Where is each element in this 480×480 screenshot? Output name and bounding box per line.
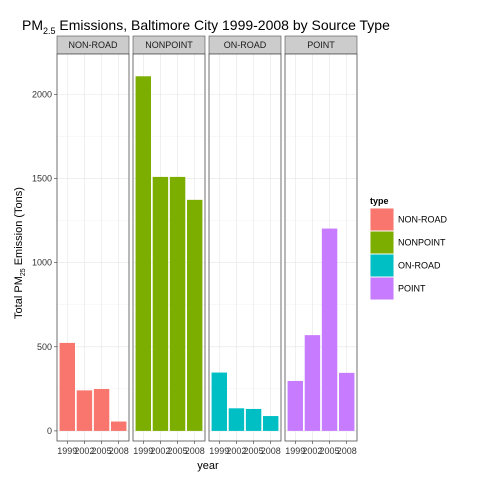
bar-nonpoint-2002 bbox=[152, 176, 169, 431]
x-tick-label: 2008 bbox=[337, 446, 357, 456]
y-axis-title-rest: Emission (Tons) bbox=[13, 187, 25, 268]
legend-label-on-road: ON-ROAD bbox=[398, 261, 441, 271]
facet-strip-label-non-road: NON-ROAD bbox=[69, 40, 118, 50]
x-tick-label: 2008 bbox=[261, 446, 281, 456]
y-axis-title-subscript: 25 bbox=[20, 268, 27, 276]
x-axis-title: year bbox=[197, 460, 219, 472]
legend-label-non-road: NON-ROAD bbox=[398, 215, 447, 225]
chart-title-subscript: 2.5 bbox=[43, 26, 56, 36]
bar-nonpoint-2005 bbox=[169, 176, 186, 431]
y-tick-label: 0 bbox=[47, 426, 52, 436]
bar-point-2002 bbox=[304, 335, 321, 431]
legend-swatch-point bbox=[370, 277, 394, 300]
x-tick-label: 2005 bbox=[244, 446, 264, 456]
y-tick-label: 500 bbox=[37, 342, 52, 352]
chart-title-rest: Emissions, Baltimore City 1999-2008 by S… bbox=[56, 17, 391, 33]
x-tick-label: 2002 bbox=[150, 446, 170, 456]
panel-border-on-road bbox=[208, 53, 282, 442]
bar-nonpoint-1999 bbox=[135, 76, 151, 431]
x-tick-label: 2002 bbox=[74, 446, 94, 456]
facet-strip-label-point: POINT bbox=[307, 40, 335, 50]
legend-swatch-non-road bbox=[370, 208, 394, 231]
x-tick-label: 2008 bbox=[109, 446, 129, 456]
panel-border-nonpoint bbox=[132, 53, 206, 442]
legend-swatch-nonpoint bbox=[370, 231, 394, 254]
legend-label-point: POINT bbox=[398, 284, 426, 294]
bar-on-road-2002 bbox=[228, 408, 245, 431]
bar-on-road-2005 bbox=[245, 408, 262, 431]
panel-border-non-road bbox=[56, 53, 130, 442]
y-axis-title-main: Total PM bbox=[13, 276, 25, 319]
facet-strip-label-nonpoint: NONPOINT bbox=[145, 40, 193, 50]
x-tick-label: 2005 bbox=[168, 446, 188, 456]
y-tick-label: 1000 bbox=[32, 258, 52, 268]
chart-title: PM2.5 Emissions, Baltimore City 1999-200… bbox=[22, 17, 390, 36]
facet-panels: NON-ROAD1999200220052008NONPOINT19992002… bbox=[56, 35, 358, 456]
x-tick-label: 2005 bbox=[92, 446, 112, 456]
x-tick-label: 1999 bbox=[209, 446, 229, 456]
x-tick-label: 1999 bbox=[57, 446, 77, 456]
legend-label-nonpoint: NONPOINT bbox=[398, 238, 446, 248]
y-axis: 0 500 1000 1500 2000 bbox=[32, 89, 57, 436]
x-tick-label: 2002 bbox=[226, 446, 246, 456]
y-tick-label: 2000 bbox=[32, 89, 52, 99]
bar-non-road-2005 bbox=[93, 389, 110, 431]
bar-non-road-2002 bbox=[76, 390, 93, 431]
legend-swatch-on-road bbox=[370, 254, 394, 277]
x-tick-label: 1999 bbox=[133, 446, 153, 456]
x-tick-label: 2005 bbox=[320, 446, 340, 456]
bar-point-2005 bbox=[321, 228, 338, 431]
bar-non-road-1999 bbox=[59, 342, 75, 431]
bar-point-1999 bbox=[287, 380, 303, 431]
bar-nonpoint-2008 bbox=[187, 199, 203, 431]
bar-on-road-2008 bbox=[263, 416, 279, 431]
facet-strip-label-on-road: ON-ROAD bbox=[224, 40, 267, 50]
y-tick-label: 1500 bbox=[32, 174, 52, 184]
x-tick-label: 2002 bbox=[302, 446, 322, 456]
panel-border-point bbox=[284, 53, 358, 442]
legend: type NON-ROAD NONPOINT ON-ROAD POINT bbox=[369, 196, 447, 301]
bar-non-road-2008 bbox=[111, 421, 127, 431]
chart-title-main: PM bbox=[22, 17, 43, 33]
legend-title: type bbox=[370, 196, 389, 206]
x-tick-label: 2008 bbox=[185, 446, 205, 456]
x-tick-label: 1999 bbox=[285, 446, 305, 456]
y-axis-title: Total PM25 Emission (Tons) bbox=[13, 187, 27, 319]
bar-point-2008 bbox=[339, 372, 355, 431]
bar-on-road-1999 bbox=[211, 372, 227, 431]
